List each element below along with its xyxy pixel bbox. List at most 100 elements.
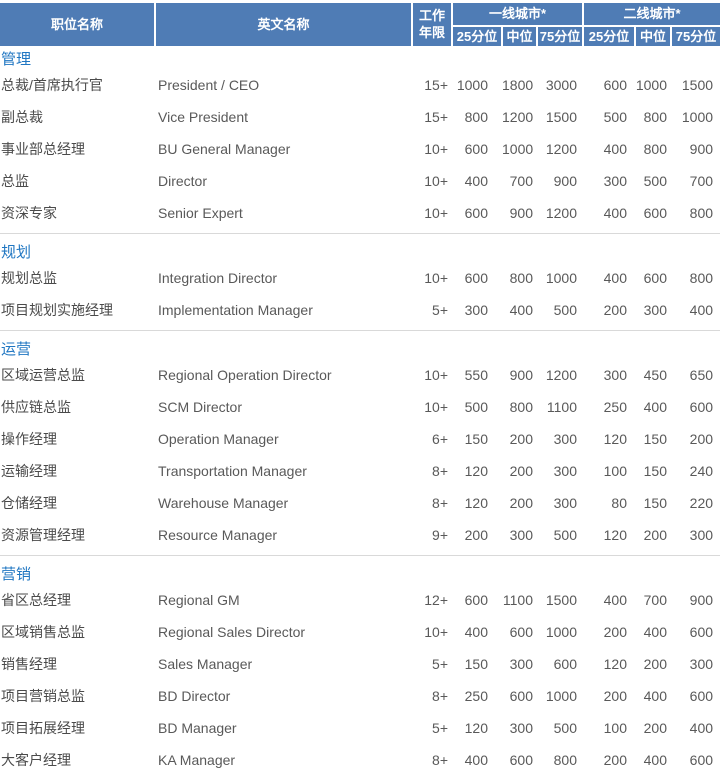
table-row: 事业部总经理 BU General Manager 10+ 600 1000 1200 40… (0, 133, 720, 165)
english-name-cell: Vice President (158, 109, 249, 125)
tier2-p75-cell: 600 (689, 752, 714, 768)
tier2-p25-cell: 200 (603, 302, 627, 318)
tier1-p25-cell: 400 (464, 173, 488, 189)
table-row: 省区总经理 Regional GM 12+ 600 1100 1500 400 700 900 (0, 584, 720, 616)
table-row: 总监 Director 10+ 400 700 900 300 500 700 (0, 165, 720, 197)
english-name-cell: Sales Manager (158, 656, 253, 672)
tier1-p25-cell: 150 (464, 656, 488, 672)
tier2-median-cell: 800 (643, 141, 667, 157)
english-name-cell: Warehouse Manager (158, 495, 289, 511)
tier2-median-cell: 200 (643, 527, 667, 543)
table-row: 副总裁 Vice President 15+ 800 1200 1500 500 800 100… (0, 101, 720, 133)
table-header: 职位名称 英文名称 工作 年限 一线城市* 二线城市* 25分位 中位 75分位… (0, 3, 720, 48)
tier1-median-cell: 600 (509, 752, 533, 768)
header-english-name: 英文名称 (154, 3, 413, 48)
english-name-cell: Operation Manager (158, 431, 279, 447)
english-name-cell: KA Manager (158, 752, 236, 768)
tier2-median-cell: 600 (643, 205, 667, 221)
tier2-p75-cell: 600 (689, 688, 714, 704)
table-row: 仓储经理 Warehouse Manager 8+ 120 200 300 80 150 220 (0, 487, 720, 519)
position-name-cell: 区域运营总监 (1, 367, 85, 383)
header-tier1-median: 中位 (501, 25, 538, 48)
work-years-cell: 8+ (432, 495, 448, 511)
header-work-years: 工作 年限 (411, 3, 453, 48)
tier2-p25-cell: 120 (603, 431, 627, 447)
tier2-p75-cell: 300 (689, 656, 714, 672)
header-tier1-p25: 25分位 (451, 25, 503, 48)
tier2-median-cell: 400 (643, 688, 667, 704)
table-row: 项目营销总监 BD Director 8+ 250 600 1000 200 400 600 (0, 680, 720, 712)
work-years-cell: 10+ (424, 205, 448, 221)
position-name-cell: 项目拓展经理 (1, 720, 85, 736)
tier1-p75-cell: 1200 (545, 141, 577, 157)
divider-line (0, 330, 720, 331)
table-body: 管理 总裁/首席执行官 President / CEO 15+ 1000 1800 3000… (0, 47, 720, 773)
position-name-cell: 区域销售总监 (1, 624, 85, 640)
position-name-cell: 项目规划实施经理 (1, 302, 113, 318)
section-title-row: 规划 (0, 241, 720, 262)
tier2-median-cell: 1000 (635, 77, 667, 93)
tier1-p75-cell: 800 (553, 752, 577, 768)
work-years-cell: 10+ (424, 399, 448, 415)
tier2-p25-cell: 300 (603, 173, 627, 189)
tier1-median-cell: 200 (509, 495, 533, 511)
tier1-p75-cell: 300 (553, 463, 577, 479)
english-name-cell: Integration Director (158, 270, 278, 286)
work-years-cell: 8+ (432, 463, 448, 479)
tier1-median-cell: 900 (509, 205, 533, 221)
section-divider-row (0, 229, 720, 241)
tier2-p25-cell: 300 (603, 367, 627, 383)
tier2-median-cell: 150 (643, 495, 667, 511)
header-tier2-p75: 75分位 (669, 25, 720, 48)
tier2-p25-cell: 120 (603, 527, 627, 543)
tier1-p75-cell: 900 (553, 173, 577, 189)
table-row: 操作经理 Operation Manager 6+ 150 200 300 120 150 20… (0, 423, 720, 455)
tier1-p25-cell: 1000 (456, 77, 488, 93)
tier1-p25-cell: 120 (464, 495, 488, 511)
tier1-p75-cell: 300 (553, 431, 577, 447)
tier2-median-cell: 600 (643, 270, 667, 286)
work-years-cell: 5+ (432, 720, 448, 736)
tier1-median-cell: 200 (509, 463, 533, 479)
position-name-cell: 供应链总监 (1, 399, 71, 415)
position-name-cell: 仓储经理 (1, 495, 57, 511)
english-name-cell: BU General Manager (158, 141, 291, 157)
tier1-median-cell: 1100 (502, 592, 533, 608)
tier2-median-cell: 400 (643, 752, 667, 768)
tier2-p25-cell: 120 (603, 656, 627, 672)
position-name-cell: 项目营销总监 (1, 688, 85, 704)
position-name-cell: 销售经理 (1, 656, 57, 672)
position-name-cell: 总监 (1, 173, 29, 189)
table-row: 区域销售总监 Regional Sales Director 10+ 400 600 10… (0, 616, 720, 648)
tier1-p75-cell: 1200 (545, 367, 577, 383)
header-tier1-p75: 75分位 (536, 25, 584, 48)
english-name-cell: Regional Sales Director (158, 624, 306, 640)
tier2-p75-cell: 300 (689, 527, 714, 543)
divider-line (0, 555, 720, 556)
table-row: 规划总监 Integration Director 10+ 600 800 1000 400… (0, 262, 720, 294)
tier1-p75-cell: 300 (553, 495, 577, 511)
position-name-cell: 大客户经理 (1, 752, 71, 768)
position-name-cell: 规划总监 (1, 270, 57, 286)
salary-table: 职位名称 英文名称 工作 年限 一线城市* 二线城市* 25分位 中位 75分位… (0, 3, 720, 773)
tier1-p25-cell: 500 (464, 399, 488, 415)
work-years-cell: 10+ (424, 624, 448, 640)
tier1-median-cell: 200 (509, 431, 533, 447)
header-tier2-median: 中位 (634, 25, 672, 48)
tier1-median-cell: 1200 (502, 109, 534, 125)
tier1-p25-cell: 400 (464, 624, 488, 640)
table-row: 资源管理经理 Resource Manager 9+ 200 300 500 120 200 3… (0, 519, 720, 551)
english-name-cell: Director (158, 173, 208, 189)
english-name-cell: Resource Manager (158, 527, 278, 543)
tier2-p25-cell: 600 (603, 77, 627, 93)
tier2-median-cell: 200 (643, 720, 667, 736)
section-title-row: 运营 (0, 338, 720, 359)
section-title: 营销 (1, 566, 32, 583)
english-name-cell: SCM Director (158, 399, 243, 415)
position-name-cell: 资深专家 (1, 205, 57, 221)
table-row: 大客户经理 KA Manager 8+ 400 600 800 200 400 600 (0, 744, 720, 773)
tier1-median-cell: 800 (509, 270, 533, 286)
tier1-p25-cell: 250 (464, 688, 488, 704)
tier2-p25-cell: 200 (603, 688, 627, 704)
english-name-cell: Implementation Manager (158, 302, 313, 318)
